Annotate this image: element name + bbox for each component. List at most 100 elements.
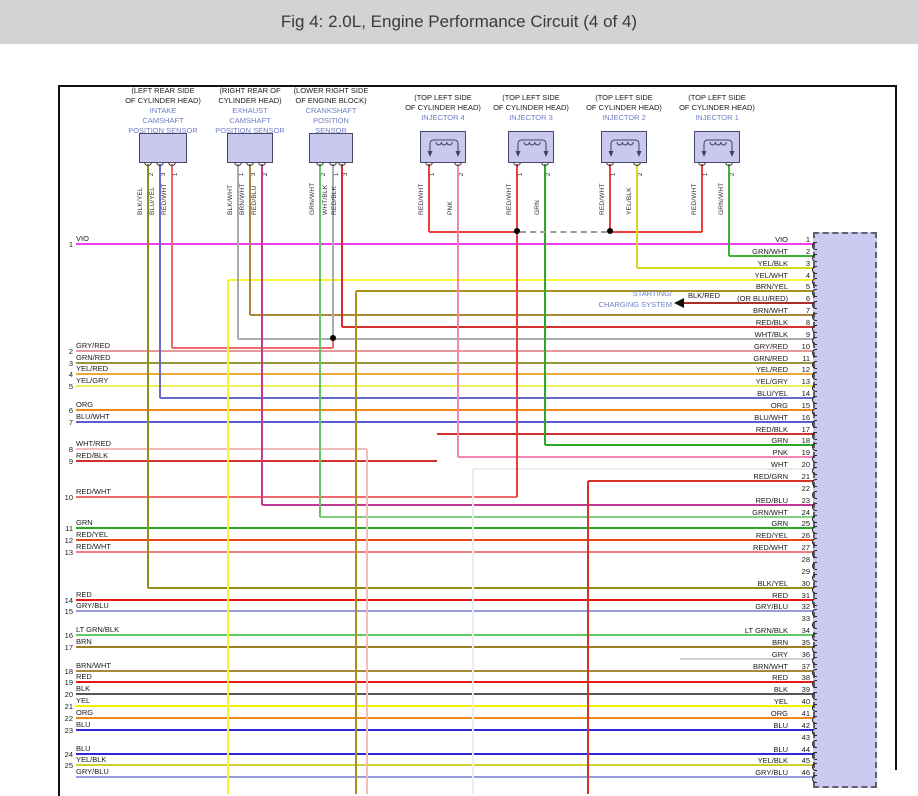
right-pin-number: 35 [801, 638, 810, 647]
wire-h-yel-blk [637, 267, 813, 269]
right-wire-label: WHT [770, 460, 788, 469]
component-name-line: EXHAUST [232, 106, 268, 115]
right-wire-label: PNK [772, 448, 788, 457]
pin-cavity-icon [812, 278, 817, 286]
wire-h-yel [76, 705, 813, 707]
wire-v-red-wht [701, 164, 703, 232]
injector-4-box [420, 131, 466, 163]
injector-2-text: (TOP LEFT SIDE OF CYLINDER HEAD) INJECTOR … [554, 93, 694, 123]
left-wire-label: LT GRN/BLK [76, 625, 120, 634]
wire-v-red-blu [261, 164, 263, 505]
right-pin-number: 11 [802, 354, 810, 363]
component-location-line: (TOP LEFT SIDE [414, 93, 472, 102]
right-wire-label: YEL/GRY [755, 377, 788, 386]
pin-cavity-icon [812, 633, 817, 641]
component-name-line: SENSOR [315, 126, 347, 135]
pin-cavity-icon [812, 645, 817, 653]
component-pin-number: 1 [173, 172, 179, 176]
wire-h-blu [76, 729, 813, 731]
wire-v-red-wht [516, 164, 518, 497]
right-wire-label: VIO [775, 235, 788, 244]
pin-cavity-icon [812, 680, 817, 688]
right-pin-number: 41 [801, 709, 810, 718]
right-pin-number: 25 [801, 519, 810, 528]
wire-v-brn-yel [355, 291, 357, 794]
left-wire-label: RED [76, 590, 92, 599]
wire-v-grn-wht [319, 164, 321, 517]
pin-cavity-icon [812, 254, 817, 262]
vertical-wire-label: BLK/WHT [227, 184, 234, 215]
right-pin-number: 5 [805, 282, 810, 291]
wire-h-red-wht [429, 231, 517, 233]
right-pin-number: 43 [801, 733, 810, 742]
component-name-line: POSITION SENSOR [215, 126, 285, 135]
pin-cavity-icon [812, 337, 817, 345]
left-row-number: 11 [65, 524, 73, 533]
right-wire-label: YEL [773, 697, 788, 706]
page-title: Fig 4: 2.0L, Engine Performance Circuit … [280, 12, 638, 31]
left-row-number: 9 [68, 457, 73, 466]
left-row-number: 22 [64, 714, 73, 723]
wire-v-wht-red [366, 449, 368, 794]
component-pin-number: 2 [546, 172, 552, 176]
left-wire-label: VIO [76, 234, 89, 243]
frame-border-top [58, 85, 897, 87]
intake-camshaft-position-sensor-box [139, 133, 187, 163]
component-pin-number: 2 [730, 172, 736, 176]
pin-cavity-icon [812, 526, 817, 534]
right-pin-number: 26 [801, 531, 810, 540]
pin-cavity-icon [812, 349, 817, 357]
right-pin-number: 46 [801, 768, 810, 777]
right-wire-label: RED [772, 591, 788, 600]
pin-cavity-icon [812, 515, 817, 523]
wire-v-grn-wht [728, 164, 730, 256]
wire-v-red-wht [609, 164, 611, 232]
right-pin-number: 17 [801, 425, 810, 434]
left-row-number: 20 [64, 690, 73, 699]
right-pin-number: 13 [801, 377, 810, 386]
injector-coil-icon [701, 139, 735, 157]
vertical-wire-label: RED/BLU [251, 185, 258, 215]
left-wire-label: GRY/BLU [76, 767, 109, 776]
wire-h-blu-yel [160, 397, 813, 399]
pin-cavity-icon [812, 621, 817, 629]
wire-h-grn [545, 444, 813, 446]
right-pin-number: 1 [805, 235, 810, 244]
component-name-line: INJECTOR 2 [602, 113, 646, 122]
pin-cavity-icon [812, 550, 817, 558]
wire-h-red-wht [172, 347, 333, 349]
right-wire-label: BRN/YEL [755, 282, 788, 291]
right-pin-number: 9 [805, 330, 810, 339]
injector-2-box [601, 131, 647, 163]
component-pin-number: 2 [263, 172, 269, 176]
wire-h-blk-red [681, 302, 813, 304]
pin-cavity-icon [812, 313, 817, 321]
vertical-wire-label: RED/WHT [418, 183, 425, 215]
component-location-line: OF CYLINDER HEAD) [405, 103, 481, 112]
wire-v-blk-wht [237, 164, 239, 339]
left-wire-label: ORG [76, 708, 94, 717]
blk-red-wire-label: BLK/RED [688, 291, 721, 300]
left-wire-label: BLU [76, 744, 91, 753]
left-row-number: 12 [64, 536, 73, 545]
vertical-wire-label: GRN/WHT [718, 182, 725, 215]
left-row-number: 18 [64, 667, 73, 676]
right-wire-label: BRN/WHT [753, 662, 788, 671]
left-wire-label: RED/BLK [76, 451, 109, 460]
wire-v-yel-wht [227, 280, 229, 794]
starting-charging-label: STARTING/ CHARGING SYSTEM [598, 289, 672, 309]
wire-v-red-wht [171, 164, 173, 348]
left-wire-label: GRN/RED [76, 353, 111, 362]
splice-dashed-link [520, 231, 607, 233]
pin-cavity-icon [812, 491, 817, 499]
wire-v-yel-blk [636, 164, 638, 268]
title-bar: Fig 4: 2.0L, Engine Performance Circuit … [0, 0, 918, 44]
wire-h-red [76, 599, 813, 601]
wire-h-yel-blk [76, 764, 813, 766]
right-pin-number: 33 [801, 614, 810, 623]
component-pin-number: 1 [430, 172, 436, 176]
pin-cavity-icon [812, 692, 817, 700]
right-pin-number: 29 [801, 567, 810, 576]
vertical-wire-label: RED/WHT [691, 183, 698, 215]
wire-h-red-wht [610, 231, 702, 233]
